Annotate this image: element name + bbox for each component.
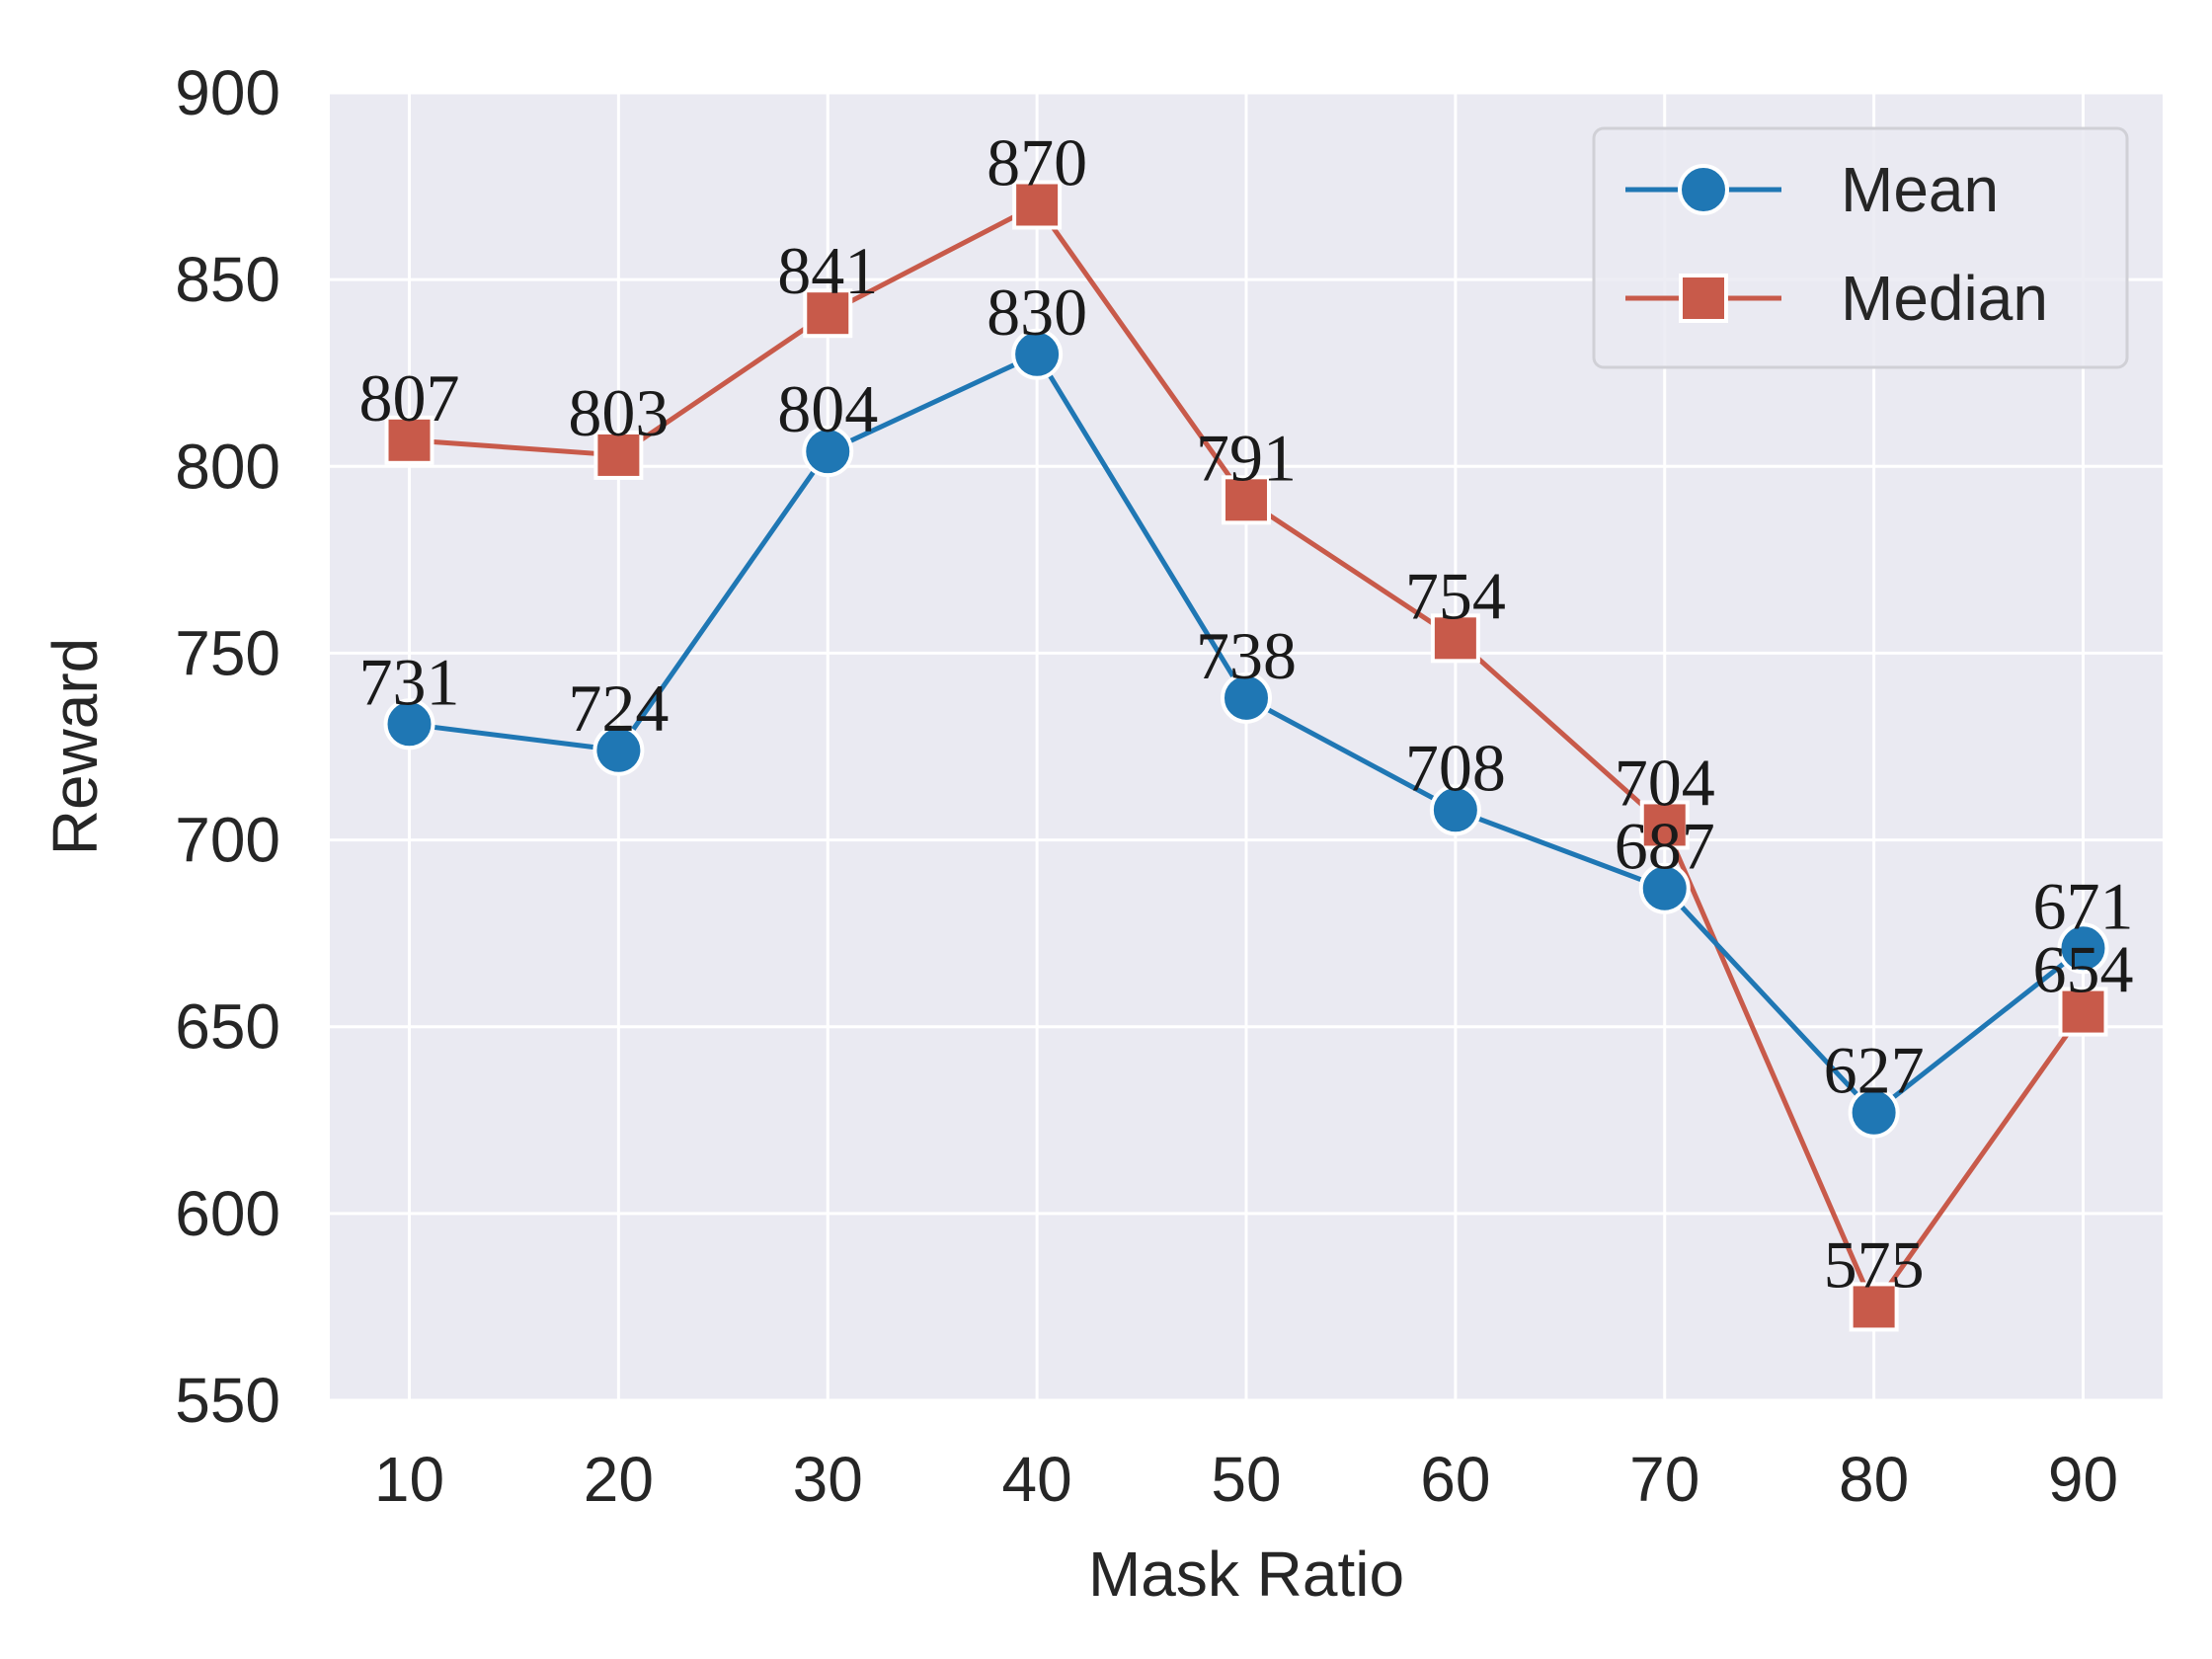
data-label-median: 870 [987,124,1087,199]
series-layer [383,180,2109,1332]
data-label-mean: 627 [1824,1033,1925,1108]
x-axis-ticks: 10 20 30 40 50 60 70 80 90 [374,1444,2118,1515]
y-tick-label: 600 [175,1178,280,1249]
legend-label-mean: Mean [1841,154,1999,225]
data-label-median: 754 [1405,558,1506,633]
data-point-median [1849,1282,1899,1332]
data-label-median: 704 [1615,745,1715,820]
x-tick-label: 70 [1629,1444,1699,1515]
data-point-median [2058,987,2108,1037]
data-point-mean [1011,328,1064,380]
data-label-median: 807 [359,360,460,435]
legend-label-median: Median [1841,263,2048,334]
x-tick-label: 90 [2048,1444,2118,1515]
x-tick-label: 10 [374,1444,444,1515]
y-axis-ticks: 550 600 650 700 750 800 850 900 [175,57,280,1436]
data-point-mean [1429,784,1481,836]
x-tick-label: 60 [1420,1444,1490,1515]
x-tick-label: 50 [1211,1444,1281,1515]
data-label-mean: 724 [568,671,669,746]
data-point-median [803,288,853,339]
data-label-mean: 731 [359,644,460,719]
x-tick-label: 20 [584,1444,654,1515]
y-tick-label: 550 [175,1365,280,1436]
data-label-median: 841 [777,233,878,308]
data-point-mean [1221,672,1272,724]
data-point-median [384,415,434,465]
data-point-median [1012,180,1063,230]
x-axis-title: Mask Ratio [1088,1539,1404,1610]
data-label-mean: 687 [1615,809,1715,884]
data-label-median: 791 [1196,420,1297,495]
y-axis-title: Reward [40,638,111,856]
legend-marker-median [1679,274,1728,323]
legend-marker-mean [1678,164,1729,215]
data-label-mean: 830 [987,275,1087,350]
data-point-median [1639,800,1690,850]
y-tick-label: 850 [175,244,280,315]
x-tick-label: 30 [793,1444,863,1515]
data-label-median: 803 [568,375,669,450]
data-point-mean [2057,922,2109,975]
data-label-median: 654 [2032,932,2133,1007]
data-point-mean [383,698,435,750]
y-tick-label: 800 [175,431,280,502]
y-tick-label: 750 [175,617,280,688]
y-tick-label: 650 [175,991,280,1063]
data-labels: 731 724 804 830 738 708 687 627 671 807 803 841 870 7… [359,124,2134,1302]
y-tick-label: 700 [175,805,280,876]
x-tick-label: 80 [1839,1444,1909,1515]
y-tick-label: 900 [175,57,280,128]
data-point-mean [802,426,854,478]
data-label-mean: 738 [1196,618,1297,693]
data-point-median [593,430,644,480]
legend: Mean Median [1592,126,2129,369]
data-label-mean: 708 [1405,730,1506,805]
data-label-mean: 671 [2032,868,2133,943]
data-point-mean [1638,862,1691,914]
x-tick-label: 40 [1002,1444,1072,1515]
data-point-median [1222,475,1271,525]
data-label-median: 575 [1824,1226,1925,1302]
data-point-mean [1848,1086,1900,1139]
data-label-mean: 804 [777,371,878,446]
data-point-median [1430,613,1480,664]
data-point-mean [592,724,645,776]
